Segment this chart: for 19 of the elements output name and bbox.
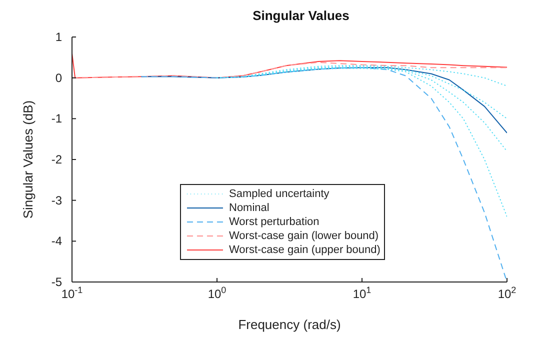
y-tick-label: 0: [55, 70, 62, 85]
x-tick-label: 10$^{1}$: [352, 285, 372, 301]
x-tick-label: 10$^{2}$: [498, 285, 516, 301]
legend-label: Sampled uncertainty: [229, 188, 330, 200]
y-tick-label: -1: [51, 112, 62, 126]
legend-label: Worst-case gain (upper bound): [229, 244, 380, 256]
x-axis-title: Frequency (rad/s): [238, 317, 341, 332]
y-tick-label: -4: [51, 234, 62, 248]
y-tick-label: -2: [51, 152, 62, 166]
y-axis-title: Singular Values (dB): [20, 100, 36, 219]
y-tick-label: -5: [51, 275, 62, 289]
x-tick-label: 10$^{0}$: [208, 285, 226, 301]
y-tick-label: -3: [51, 193, 62, 208]
y-tick-label: 1: [55, 30, 62, 44]
legend-label: Nominal: [229, 202, 270, 214]
chart-title: Singular Values: [252, 8, 350, 23]
legend-label: Worst-case gain (lower bound): [229, 230, 379, 242]
legend-label: Worst perturbation: [229, 216, 320, 228]
x-tick-label: 10$^{-1}$: [61, 285, 83, 301]
